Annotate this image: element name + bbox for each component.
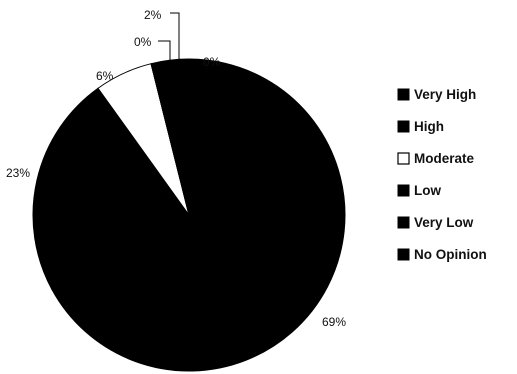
pie-slice-no-opinion — [169, 60, 190, 216]
legend-swatch-very-high — [397, 88, 410, 101]
label-low: 0% — [134, 35, 152, 49]
legend-item-low: Low — [397, 183, 441, 198]
legend-swatch-high — [397, 120, 410, 133]
legend-swatch-no-opinion — [397, 248, 410, 261]
leader-line-no-opinion — [192, 59, 199, 72]
leader-line-very-low — [170, 12, 180, 72]
legend-swatch-moderate — [397, 152, 410, 165]
legend-item-very-low: Very Low — [397, 215, 474, 230]
label-high: 23% — [6, 166, 30, 180]
legend-label-low: Low — [414, 183, 441, 198]
legend-item-high: High — [397, 119, 444, 134]
pie-slice-very-high — [51, 58, 346, 372]
legend-label-very-low: Very Low — [414, 215, 474, 230]
legend-label-high: High — [414, 119, 444, 134]
legend-label-very-high: Very High — [414, 87, 476, 102]
legend: Very High High Moderate Low Very Low No … — [397, 87, 487, 262]
label-no-opinion: 0% — [203, 55, 221, 69]
legend-swatch-low — [397, 184, 410, 197]
legend-item-no-opinion: No Opinion — [397, 247, 487, 262]
label-very-high: 69% — [322, 315, 346, 329]
legend-label-moderate: Moderate — [414, 151, 475, 166]
legend-label-no-opinion: No Opinion — [414, 247, 487, 262]
legend-item-very-high: Very High — [397, 87, 476, 102]
leader-lines — [158, 12, 199, 72]
leader-line-low — [158, 40, 171, 72]
label-very-low: 2% — [144, 8, 162, 22]
pie-slice-high — [32, 87, 190, 291]
legend-item-moderate: Moderate — [397, 151, 475, 166]
pie-slices — [32, 58, 346, 372]
legend-swatch-very-low — [397, 216, 410, 229]
label-moderate: 6% — [96, 69, 114, 83]
